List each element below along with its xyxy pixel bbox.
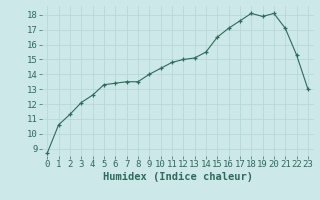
X-axis label: Humidex (Indice chaleur): Humidex (Indice chaleur) xyxy=(103,172,252,182)
